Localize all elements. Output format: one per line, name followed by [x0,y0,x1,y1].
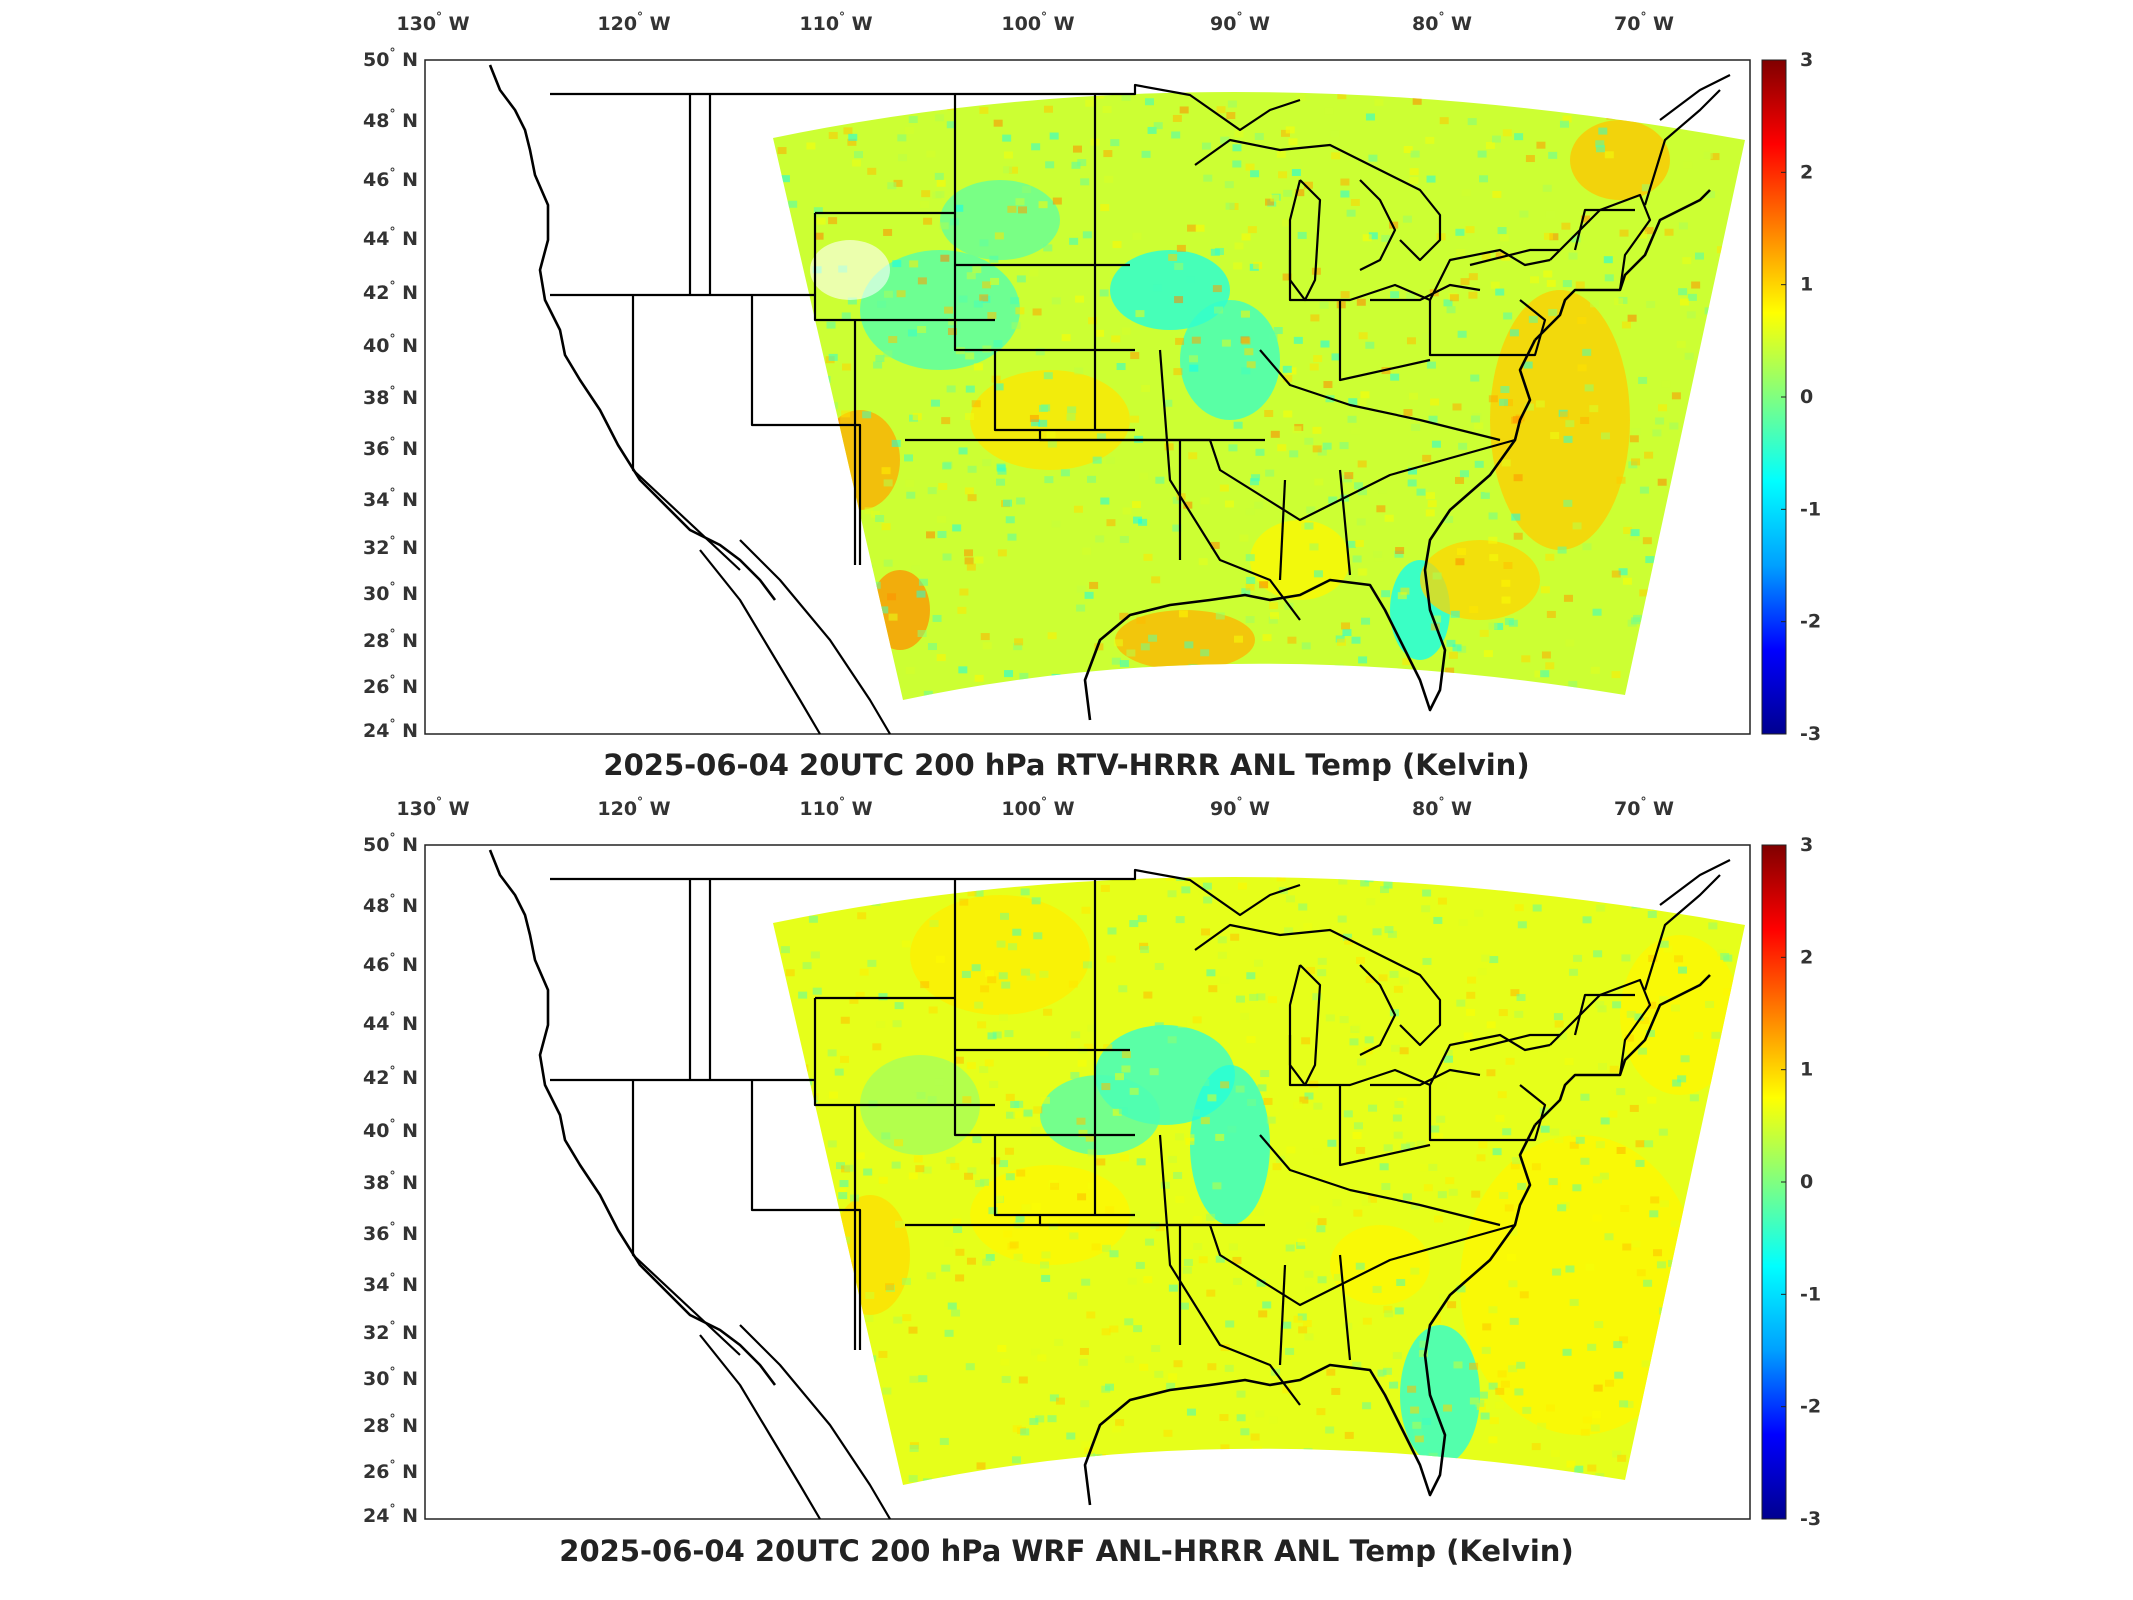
lon-tick-label: 90° W [1210,10,1270,35]
lat-tick-label: 46° N [363,166,418,191]
lat-tick-label: 34° N [363,486,418,511]
lat-tick-label: 48° N [363,107,418,132]
colorbar-tick-label: 1 [1800,274,1813,296]
lon-tick-label: 70° W [1614,10,1674,35]
lon-tick-label: 90° W [1210,795,1270,820]
lon-tick-label: 120° W [597,10,670,35]
temperature-field [773,876,1745,1485]
canada-border [550,83,1301,132]
lat-tick-label: 32° N [363,1319,418,1344]
lon-tick-label: 70° W [1614,795,1674,820]
mexico-coast [739,1324,891,1520]
colorbar-tick-label: -2 [1800,611,1821,633]
colorbar-tick-label: -3 [1800,1508,1821,1530]
colorbar-tick-label: 0 [1800,386,1813,408]
lat-tick-label: 24° N [363,1502,418,1527]
state-boundaries [550,89,1721,621]
lat-tick-label: 28° N [363,627,418,652]
lat-tick-label: 46° N [363,951,418,976]
lat-tick-label: 32° N [363,534,418,559]
baja-coast [699,1334,821,1520]
colorbar-tick-label: -2 [1800,1396,1821,1418]
map-panel-top: 130° W 120° W 110° W 100° W 90° W 80° W 70° W 5… [0,0,2133,790]
lat-tick-label: 26° N [363,673,418,698]
northeast-coastline [1534,189,1711,341]
colorbar-tick-label: 2 [1800,161,1813,183]
lon-tick-label: 100° W [1001,795,1074,820]
panel-title-top: 2025-06-04 20UTC 200 hPa RTV-HRRR ANL Te… [603,748,1530,782]
colorbar-tick-label: -1 [1800,1283,1821,1305]
state-boundaries [550,874,1721,1406]
lon-tick-label: 130° W [396,10,469,35]
lat-tick-label: 36° N [363,1220,418,1245]
lat-tick-label: 42° N [363,279,418,304]
lat-tick-label: 26° N [363,1458,418,1483]
colorbar-tick-label: 3 [1800,49,1813,71]
lat-tick-label: 48° N [363,892,418,917]
colorbar-tick-label: 3 [1800,834,1813,856]
lat-tick-label: 30° N [363,1365,418,1390]
lat-tick-label: 24° N [363,717,418,742]
baja-coast [699,549,821,735]
west-coastline [488,849,777,1386]
map-panel-bottom: 130° W 120° W 110° W 100° W 90° W 80° W 70° W 5… [0,785,2133,1600]
panel-title-bottom: 2025-06-04 20UTC 200 hPa WRF ANL-HRRR AN… [559,1534,1574,1568]
mexico-coast [739,539,891,735]
lat-tick-label: 50° N [363,831,418,856]
lat-tick-label: 44° N [363,1010,418,1035]
lon-tick-label: 130° W [396,795,469,820]
lat-tick-label: 38° N [363,384,418,409]
map-figure-top: 130° W 120° W 110° W 100° W 90° W 80° W 70° W 5… [363,10,1821,745]
colorbar-tick-label: 1 [1800,1059,1813,1081]
lat-tick-label: 38° N [363,1169,418,1194]
colorbar-tick-label: -1 [1800,498,1821,520]
lon-tick-label: 80° W [1412,795,1472,820]
gulf-east-coastline [1083,1124,1537,1506]
colorbar-tick-label: 2 [1800,946,1813,968]
lat-tick-label: 40° N [363,1117,418,1142]
map-figure-bottom: 130° W 120° W 110° W 100° W 90° W 80° W 70° W 5… [363,795,1821,1530]
canada-border [550,868,1301,917]
lon-tick-label: 80° W [1412,10,1472,35]
lat-tick-label: 28° N [363,1412,418,1437]
lat-tick-label: 30° N [363,580,418,605]
northeast-coastline [1534,974,1711,1126]
lat-tick-label: 42° N [363,1064,418,1089]
lat-tick-label: 44° N [363,225,418,250]
lon-tick-label: 100° W [1001,10,1074,35]
lat-tick-label: 36° N [363,435,418,460]
canada-maritime [1659,859,1731,906]
temperature-field [773,91,1745,700]
lon-tick-label: 120° W [597,795,670,820]
lat-tick-label: 40° N [363,332,418,357]
lat-tick-label: 50° N [363,46,418,71]
west-coastline [488,64,777,601]
lat-tick-label: 34° N [363,1271,418,1296]
lon-tick-label: 110° W [799,795,872,820]
lon-tick-label: 110° W [799,10,872,35]
colorbar-tick-label: 0 [1800,1171,1813,1193]
colorbar-tick-label: -3 [1800,723,1821,745]
canada-maritime [1659,74,1731,121]
gulf-east-coastline [1083,339,1537,721]
